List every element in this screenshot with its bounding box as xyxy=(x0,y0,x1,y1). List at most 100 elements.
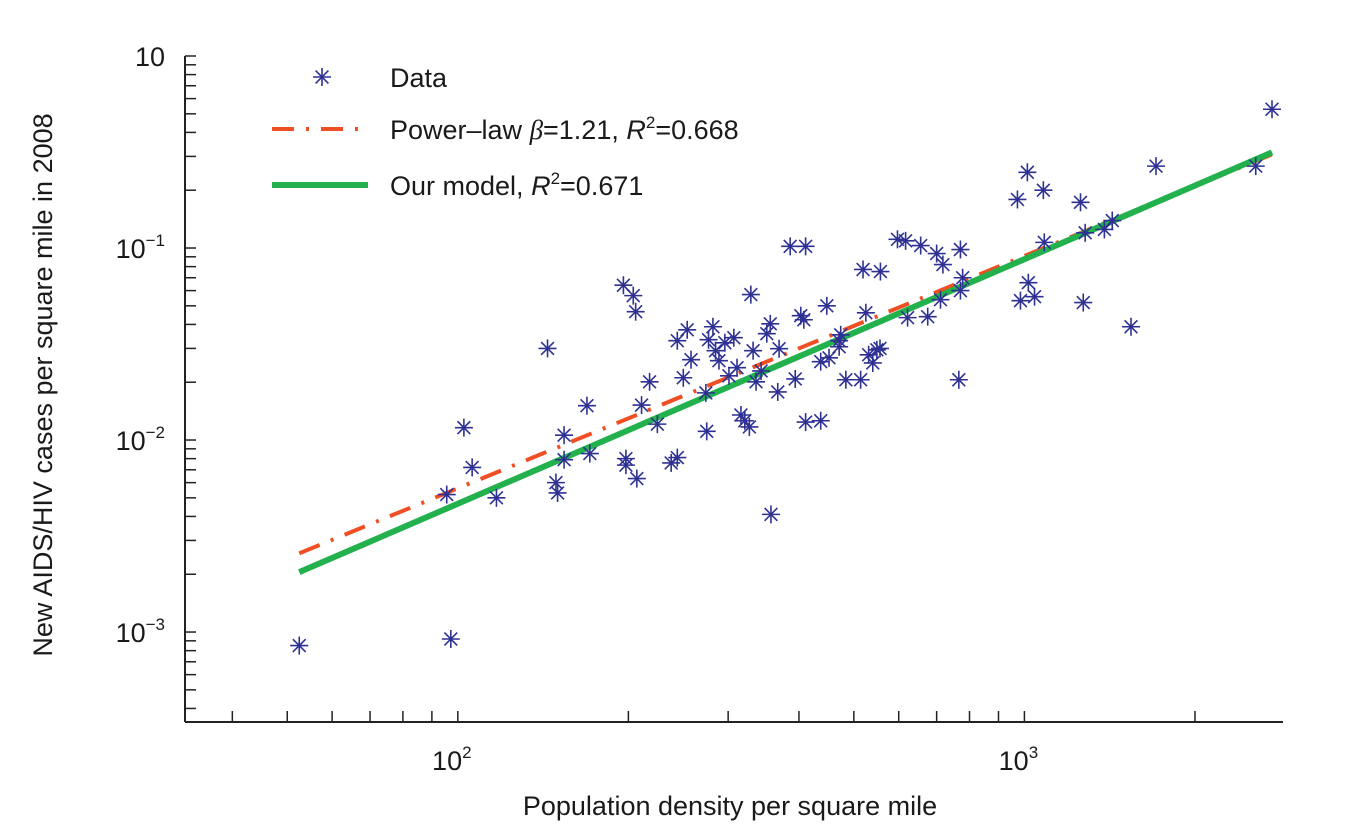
legend-power-law-label: Power–law β=1.21, R2=0.668 xyxy=(390,113,739,145)
data-point xyxy=(577,396,596,415)
data-point xyxy=(856,303,875,322)
asterisk-stroke xyxy=(1027,289,1042,304)
data-point xyxy=(1011,291,1030,310)
y-tick-base: 10 xyxy=(116,618,146,648)
data-point xyxy=(761,314,780,333)
asterisk-stroke xyxy=(951,372,966,387)
asterisk-stroke xyxy=(1036,183,1051,198)
data-point xyxy=(1071,193,1090,212)
asterisk-stroke xyxy=(763,507,778,522)
x-axis-label: Population density per square mile xyxy=(523,791,937,821)
asterisk-stroke xyxy=(670,450,685,465)
data-point xyxy=(811,411,830,430)
data-point xyxy=(463,458,482,477)
asterisk-marker-icon xyxy=(313,68,331,86)
data-point xyxy=(794,310,813,329)
data-point xyxy=(555,426,574,445)
asterisk-stroke xyxy=(955,270,970,285)
data-point xyxy=(744,341,763,360)
asterisk-stroke xyxy=(953,283,968,298)
data-point xyxy=(454,418,473,437)
asterisk-stroke xyxy=(1248,159,1263,174)
data-point xyxy=(724,328,743,347)
asterisk-stroke xyxy=(856,262,870,277)
data-point xyxy=(674,368,693,387)
data-point xyxy=(781,237,800,256)
asterisk-stroke xyxy=(838,372,853,387)
asterisk-stroke xyxy=(443,632,458,646)
x-tick-label: 103 xyxy=(999,743,1039,776)
data-point xyxy=(696,383,715,402)
data-point xyxy=(546,473,565,492)
power-law-fit-line xyxy=(298,152,1273,556)
asterisk-stroke xyxy=(676,370,691,385)
asterisk-stroke xyxy=(1076,295,1091,310)
asterisk-stroke xyxy=(743,287,758,302)
data-point xyxy=(927,244,946,263)
data-point xyxy=(555,450,574,469)
legend: Data Power–law β=1.21, R2=0.668 Our mode… xyxy=(272,63,739,201)
asterisk-stroke xyxy=(550,486,565,500)
asterisk-stroke xyxy=(705,319,720,334)
data-point xyxy=(1103,211,1122,230)
y-tick-label: 10−2 xyxy=(116,423,165,456)
data-point xyxy=(703,317,722,336)
legend-data-label: Data xyxy=(390,63,448,93)
asterisk-stroke xyxy=(890,232,905,247)
asterisk-stroke xyxy=(684,352,699,367)
data-point xyxy=(715,333,734,352)
data-point xyxy=(632,396,651,415)
asterisk-stroke xyxy=(557,452,572,467)
asterisk-stroke xyxy=(626,288,641,303)
asterisk-stroke xyxy=(1010,192,1025,207)
legend-model-label: Our model, R2=0.671 xyxy=(390,169,643,201)
legend-data-marker xyxy=(313,68,331,86)
data-point xyxy=(616,456,635,475)
asterisk-stroke xyxy=(618,458,633,473)
x-tick-exp: 2 xyxy=(462,743,471,762)
y-tick-label: 10 xyxy=(135,42,165,72)
data-point xyxy=(867,340,886,359)
asterisk-stroke xyxy=(733,408,748,422)
asterisk-stroke xyxy=(933,292,948,307)
asterisk-stroke xyxy=(819,298,834,313)
asterisk-stroke xyxy=(557,428,572,443)
asterisk-stroke xyxy=(1013,293,1028,308)
asterisk-stroke xyxy=(772,341,787,356)
data-point xyxy=(817,296,836,315)
data-point xyxy=(487,488,506,507)
asterisk-stroke xyxy=(788,371,803,386)
asterisk-stroke xyxy=(1020,165,1035,180)
asterisk-stroke xyxy=(465,460,480,475)
data-point xyxy=(747,372,766,391)
data-point xyxy=(851,370,870,389)
data-point xyxy=(624,286,643,305)
data-point xyxy=(831,325,850,344)
data-point xyxy=(741,285,760,304)
data-point xyxy=(728,358,747,377)
asterisk-stroke xyxy=(629,471,644,486)
data-point xyxy=(796,413,815,432)
y-tick-exp: −3 xyxy=(146,615,165,634)
asterisk-stroke xyxy=(1265,102,1279,117)
x-tick-label: 102 xyxy=(432,743,472,776)
data-point xyxy=(796,237,815,256)
data-point xyxy=(1074,293,1093,312)
asterisk-stroke xyxy=(796,312,811,327)
data-point xyxy=(1121,317,1140,336)
data-points xyxy=(290,100,1282,655)
asterisk-stroke xyxy=(439,487,454,502)
data-point xyxy=(949,370,968,389)
data-point xyxy=(1263,100,1282,119)
data-point xyxy=(648,415,667,434)
asterisk-stroke xyxy=(935,257,950,272)
data-point xyxy=(580,444,599,463)
asterisk-stroke xyxy=(456,420,471,435)
data-point xyxy=(1019,273,1038,292)
asterisk-stroke xyxy=(315,70,329,84)
data-point xyxy=(933,255,952,274)
data-point xyxy=(770,339,789,358)
asterisk-stroke xyxy=(869,342,884,357)
data-point xyxy=(951,240,970,259)
